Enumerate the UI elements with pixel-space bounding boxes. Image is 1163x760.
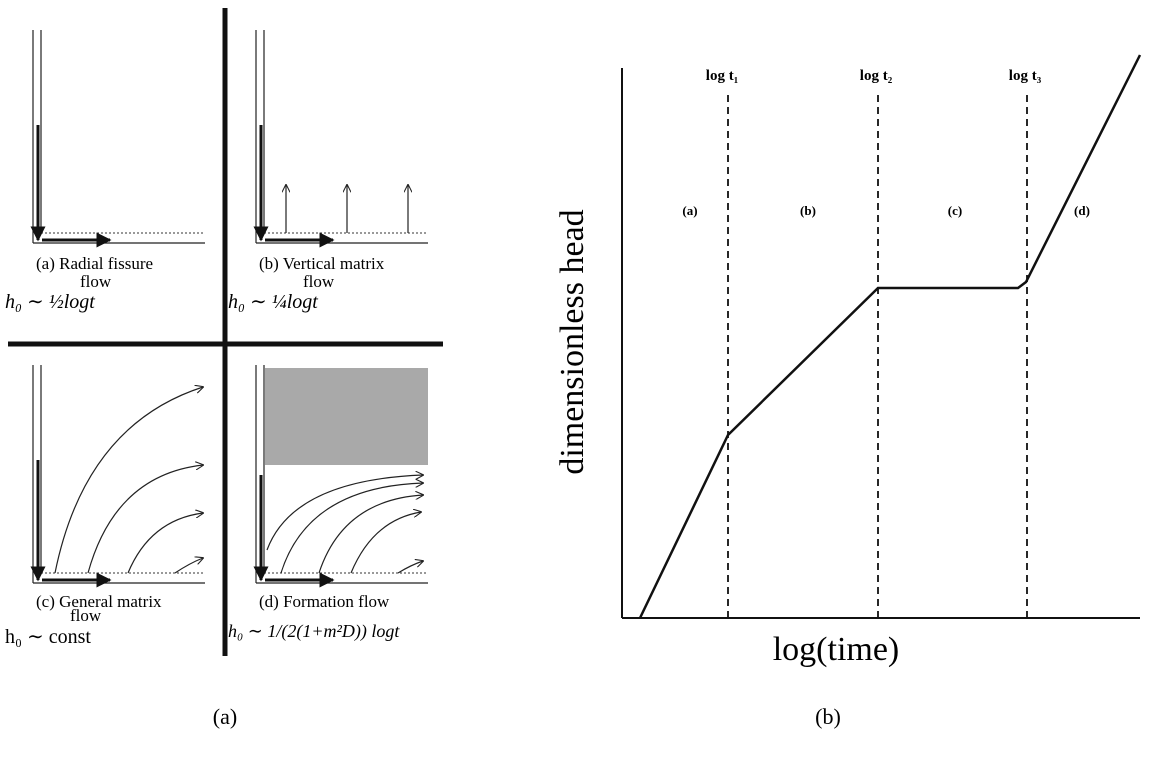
caption: (a) — [213, 704, 237, 729]
quadrant-label: flow — [80, 272, 112, 291]
y-axis-label: dimensionless head — [554, 209, 591, 474]
quadrant-label: (a) Radial fissure — [36, 254, 153, 273]
schematic-plot: log t₁ log t₂ log t₃ (a) (b) (c) (d) dim… — [554, 54, 1142, 668]
quadrant-label: flow — [70, 606, 102, 625]
region-label: (a) — [682, 203, 697, 218]
marker-label: log t₁ — [706, 68, 738, 84]
quadrant-label: flow — [303, 272, 335, 291]
formula: h₀ ∼ 1/(2(1+m²D)) logt — [228, 621, 400, 642]
region-label: (b) — [800, 203, 816, 218]
x-axis-label: log(time) — [773, 631, 900, 668]
formula: h₀ ∼ const — [5, 626, 91, 648]
region-label: (d) — [1074, 203, 1090, 218]
marker-label: log t₃ — [1009, 68, 1042, 84]
region-label: (c) — [948, 203, 962, 218]
quadrant: (c) General matrix flow h₀ ∼ const — [5, 365, 205, 648]
quadrant-label: (b) Vertical matrix — [259, 254, 385, 273]
quadrant: (a) Radial fissure flow h₀ ∼ ½logt — [5, 30, 205, 313]
quadrant-label: (d) Formation flow — [259, 592, 390, 611]
quadrant-label: (c) General matrix — [36, 592, 162, 611]
quadrant: (d) Formation flow h₀ ∼ 1/(2(1+m²D)) log… — [228, 365, 428, 642]
formula: h₀ ∼ ½logt — [5, 291, 95, 313]
caption: (b) — [815, 704, 841, 729]
formula: h₀ ∼ ¼logt — [228, 291, 318, 313]
quadrant: (b) Vertical matrix flow h₀ ∼ ¼logt — [228, 30, 428, 313]
marker-label: log t₂ — [860, 68, 893, 84]
